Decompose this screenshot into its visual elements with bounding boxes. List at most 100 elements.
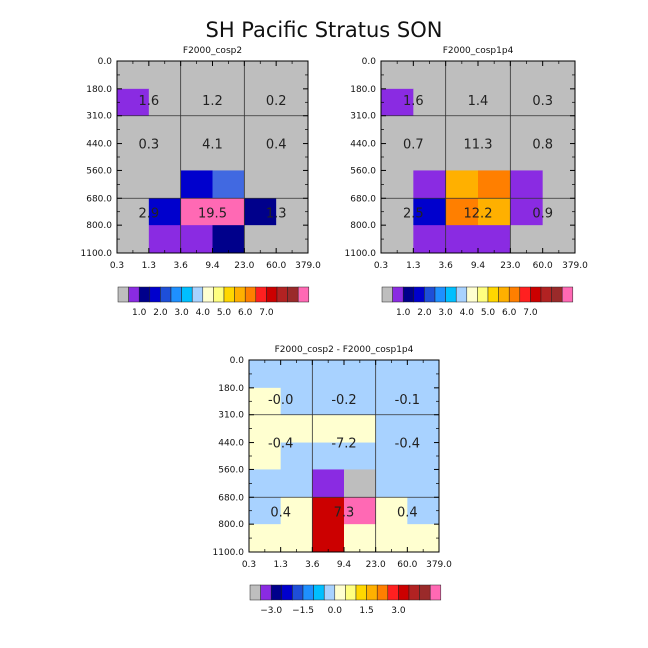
heatmap-cell — [280, 497, 313, 525]
cell-value-label: 7.3 — [334, 505, 355, 520]
heatmap-cell — [375, 442, 408, 470]
heatmap-cell — [375, 360, 408, 389]
colorbar-swatch — [270, 584, 283, 601]
heatmap-cell — [510, 198, 544, 226]
cell-value-label: -0.1 — [395, 393, 420, 408]
cell-value-label: 0.4 — [397, 505, 418, 520]
y-tick-label: 800.0 — [218, 520, 244, 530]
cell-value-label: 11.3 — [464, 138, 493, 153]
y-tick-label: 800.0 — [86, 221, 112, 231]
colorbar-swatch — [424, 286, 436, 303]
colorbar-swatch — [530, 286, 542, 303]
heatmap-cell — [280, 524, 313, 553]
colorbar-swatch — [551, 286, 563, 303]
x-tick-label: 3.6 — [305, 560, 320, 570]
heatmap-cell — [542, 88, 576, 117]
heatmap-cell — [407, 360, 440, 389]
heatmap-cell — [375, 469, 408, 498]
heatmap-cell — [276, 170, 309, 199]
colorbar-swatch — [255, 286, 267, 303]
cell-value-label: -0.0 — [268, 393, 293, 408]
heatmap-cell — [117, 225, 150, 254]
heatmap-cell — [478, 88, 511, 117]
colorbar-swatch — [445, 286, 457, 303]
y-tick-label: 0.0 — [362, 57, 377, 67]
heatmap-cell — [244, 88, 277, 117]
cell-value-label: 19.5 — [198, 206, 227, 221]
colorbar-swatch — [376, 584, 389, 601]
heatmap-cell — [413, 61, 447, 90]
y-tick-label: 1100.0 — [81, 249, 113, 259]
heatmap-cell — [117, 198, 150, 226]
cell-value-label: -0.2 — [331, 393, 356, 408]
heatmap-cell — [413, 143, 447, 171]
heatmap-cell — [381, 225, 414, 254]
heatmap-cell — [381, 115, 414, 144]
x-tick-label: 379.0 — [426, 560, 452, 570]
colorbar-swatch — [223, 286, 235, 303]
colorbar-swatch — [434, 286, 446, 303]
y-tick-label: 180.0 — [218, 384, 244, 394]
colorbar-swatch — [260, 584, 272, 601]
heatmap-cell — [381, 198, 414, 226]
colorbar-swatch — [297, 286, 310, 303]
x-tick-label: 23.0 — [500, 261, 520, 271]
colorbar-swatch — [398, 584, 410, 601]
colorbar-tick-label: 5.0 — [481, 308, 496, 318]
heatmap-cell — [212, 198, 245, 226]
heatmap-cell — [117, 61, 150, 90]
heatmap-cell — [212, 225, 245, 254]
heatmap-cell — [249, 414, 282, 443]
heatmap-cell — [344, 387, 377, 416]
heatmap-cell — [344, 360, 377, 389]
colorbar-swatch — [334, 584, 346, 601]
heatmap-cell — [180, 225, 213, 254]
x-tick-label: 9.4 — [205, 261, 220, 271]
heatmap-cell — [148, 143, 182, 171]
heatmap-cell — [117, 115, 150, 144]
colorbar-tick-label: 6.0 — [502, 308, 517, 318]
heatmap-cell — [413, 170, 447, 199]
heatmap-cell — [212, 115, 245, 144]
heatmap-cell — [180, 88, 213, 117]
colorbar-swatch — [466, 286, 478, 303]
heatmap-cell — [413, 88, 447, 117]
heatmap-cell — [375, 387, 408, 416]
cell-value-label: 2.9 — [138, 206, 159, 221]
colorbar-tick-label: 3.0 — [174, 308, 189, 318]
cell-value-label: 0.2 — [266, 94, 287, 109]
colorbar-tick-label: 6.0 — [238, 308, 253, 318]
colorbar-tick-label: 7.0 — [523, 308, 538, 318]
heatmap-cell — [180, 143, 213, 171]
y-tick-label: 440.0 — [350, 140, 376, 150]
heatmap-cell — [312, 497, 345, 525]
x-tick-label: 0.3 — [110, 261, 124, 271]
heatmap-cell — [212, 88, 245, 117]
cell-value-label: 1.6 — [138, 94, 159, 109]
heatmap-panel-2: F2000_cosp1p4 0.3 1.3 3.6 9.4 23.0 60.0 379.0 0.… — [345, 46, 589, 318]
panel-title: F2000_cosp2 - F2000_cosp1p4 — [275, 345, 414, 355]
colorbar-swatch — [402, 286, 415, 303]
colorbar-tick-label: 3.0 — [391, 606, 406, 616]
heatmap-cell — [244, 115, 277, 144]
y-tick-label: 1100.0 — [345, 249, 377, 259]
heatmap-cell — [445, 143, 479, 171]
heatmap-cell — [413, 115, 447, 144]
heatmap-cell — [280, 469, 313, 498]
y-tick-label: 180.0 — [350, 85, 376, 95]
heatmap-cell — [344, 414, 377, 443]
colorbar-swatch — [287, 286, 299, 303]
heatmap-cell — [249, 360, 282, 389]
heatmap-cell — [148, 225, 182, 254]
heatmap-cell — [510, 115, 544, 144]
colorbar-swatch — [381, 286, 393, 303]
colorbar-tick-label: 7.0 — [259, 308, 274, 318]
x-tick-label: 3.6 — [439, 261, 454, 271]
heatmap-cell — [249, 469, 282, 498]
x-tick-label: 379.0 — [295, 261, 321, 271]
panels-group: F2000_cosp2 0.3 1.3 3.6 9.4 23.0 60.0 379.0 0.0 1… — [81, 46, 589, 616]
cell-value-label: 0.3 — [138, 138, 159, 153]
y-tick-label: 1100.0 — [213, 548, 245, 558]
heatmap-cell — [375, 414, 408, 443]
